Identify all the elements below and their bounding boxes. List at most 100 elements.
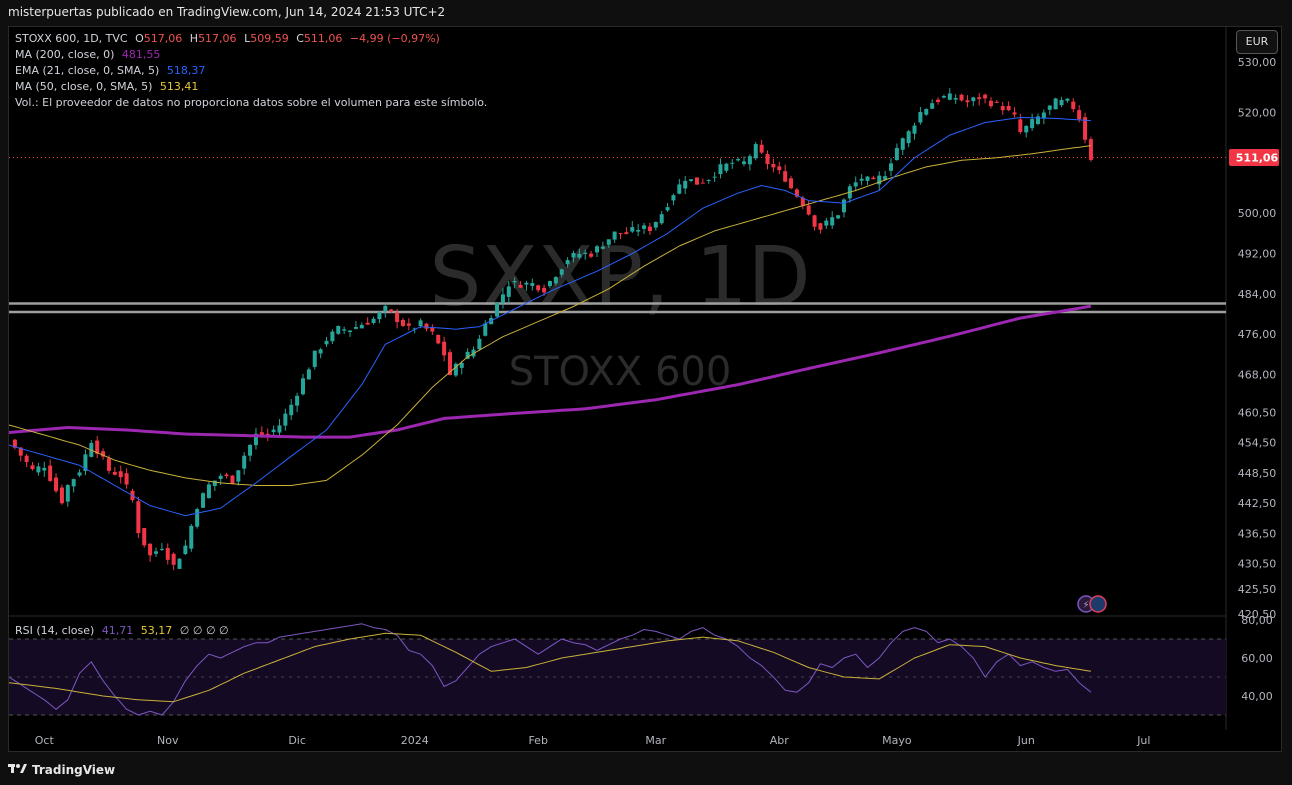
candle-up <box>930 103 935 109</box>
legend-ma200-row[interactable]: MA (200, close, 0) 481,55 <box>15 47 487 63</box>
candle-up <box>65 485 70 502</box>
legend-symbol[interactable]: STOXX 600, 1D, TVC <box>15 32 128 45</box>
time-tick-label: Mayo <box>882 734 912 747</box>
candle-up <box>383 305 388 312</box>
time-tick-label: Nov <box>157 734 179 747</box>
legend-volume-row: Vol.: El proveedor de datos no proporcio… <box>15 95 487 111</box>
candle-up <box>753 144 758 159</box>
candle-up <box>912 125 917 134</box>
candle-up <box>500 294 505 303</box>
candle-up <box>841 199 846 213</box>
event-icons[interactable]: ⚡ <box>1077 595 1107 613</box>
price-tick-label: 460,50 <box>1238 406 1277 419</box>
legend-open: 517,06 <box>143 32 183 45</box>
candle-down <box>1006 105 1011 111</box>
candle-up <box>730 162 735 164</box>
candle-up <box>506 286 511 297</box>
candle-down <box>777 166 782 171</box>
rsi-legend-empty: ∅ ∅ ∅ ∅ <box>179 624 229 637</box>
publisher-header: misterpuertas publicado en TradingView.c… <box>8 5 446 19</box>
candle-down <box>224 474 229 477</box>
chart-frame[interactable] <box>8 26 1282 752</box>
candle-up <box>894 147 899 161</box>
chart-legend: STOXX 600, 1D, TVC O517,06 H517,06 L509,… <box>15 31 487 111</box>
candle-up <box>330 331 335 342</box>
time-tick-label: Feb <box>528 734 547 747</box>
legend-change: −4,99 (−0,97%) <box>349 32 440 45</box>
candle-up <box>183 545 188 555</box>
candle-down <box>818 223 823 230</box>
candle-up <box>718 164 723 175</box>
candle-up <box>71 479 76 487</box>
candle-up <box>371 318 376 323</box>
candle-down <box>959 94 964 101</box>
candle-up <box>1030 119 1035 129</box>
candle-up <box>154 551 158 554</box>
candle-up <box>671 195 676 201</box>
legend-close-label: C <box>296 32 304 45</box>
candle-up <box>353 327 358 329</box>
candle-down <box>48 465 53 481</box>
candle-up <box>859 178 864 181</box>
candle-up <box>836 215 841 219</box>
footer-brand-text: TradingView <box>32 763 116 777</box>
rsi-legend-label: RSI (14, close) <box>15 624 95 637</box>
price-tick-label: 448,50 <box>1238 467 1277 480</box>
last-price-tag-text: 511,06 <box>1236 151 1279 164</box>
ma50-line <box>8 145 1091 486</box>
legend-high: 517,06 <box>198 32 237 45</box>
candle-up <box>630 227 635 232</box>
candle-up <box>459 363 464 368</box>
candle-down <box>171 553 176 565</box>
candle-up <box>206 484 211 499</box>
time-tick-label: Dic <box>288 734 306 747</box>
legend-open-label: O <box>135 32 144 45</box>
candle-up <box>636 229 641 232</box>
candle-up <box>1024 125 1029 133</box>
currency-button[interactable]: EUR <box>1236 30 1278 54</box>
candle-up <box>483 323 488 336</box>
candle-up <box>477 338 482 350</box>
rsi-legend-value: 41,71 <box>101 624 134 637</box>
time-tick-label: Mar <box>645 734 666 747</box>
legend-low: 509,59 <box>250 32 289 45</box>
price-tick-label: 484,00 <box>1238 288 1277 301</box>
candle-up <box>277 425 282 433</box>
candle-down <box>12 439 17 448</box>
candle-up <box>248 444 253 456</box>
candle-up <box>495 303 500 317</box>
candle-down <box>430 327 435 332</box>
candle-up <box>465 351 470 359</box>
candle-up <box>595 246 599 253</box>
ma200-line <box>8 304 1092 439</box>
candle-down <box>18 447 23 456</box>
candle-up <box>659 214 664 224</box>
candle-down <box>871 177 876 180</box>
candle-up <box>606 239 611 245</box>
candle-down <box>694 177 699 185</box>
candle-up <box>377 312 382 320</box>
candle-up <box>289 404 294 416</box>
rsi-legend[interactable]: RSI (14, close) 41,71 53,17 ∅ ∅ ∅ ∅ <box>15 624 229 637</box>
candle-down <box>1071 101 1076 110</box>
candle-up <box>301 378 305 395</box>
price-tick-label: 430,50 <box>1238 558 1277 571</box>
legend-close: 511,06 <box>303 32 343 45</box>
candle-down <box>424 323 429 329</box>
legend-ma50-row[interactable]: MA (50, close, 0, SMA, 5) 513,41 <box>15 79 487 95</box>
candle-up <box>412 328 417 330</box>
candle-down <box>983 94 988 99</box>
legend-ema21-row[interactable]: EMA (21, close, 0, SMA, 5) 518,37 <box>15 63 487 79</box>
footer-brand[interactable]: TradingView <box>8 762 115 777</box>
candle-down <box>30 465 35 470</box>
price-tick-label: 442,50 <box>1238 497 1277 510</box>
candle-up <box>553 277 558 284</box>
candle-up <box>512 280 517 283</box>
candle-up <box>747 156 752 165</box>
candle-down <box>389 309 394 312</box>
candle-down <box>118 471 123 478</box>
candle-up <box>924 109 929 115</box>
candle-down <box>1077 110 1082 120</box>
earnings-event-icon[interactable] <box>1089 595 1107 613</box>
